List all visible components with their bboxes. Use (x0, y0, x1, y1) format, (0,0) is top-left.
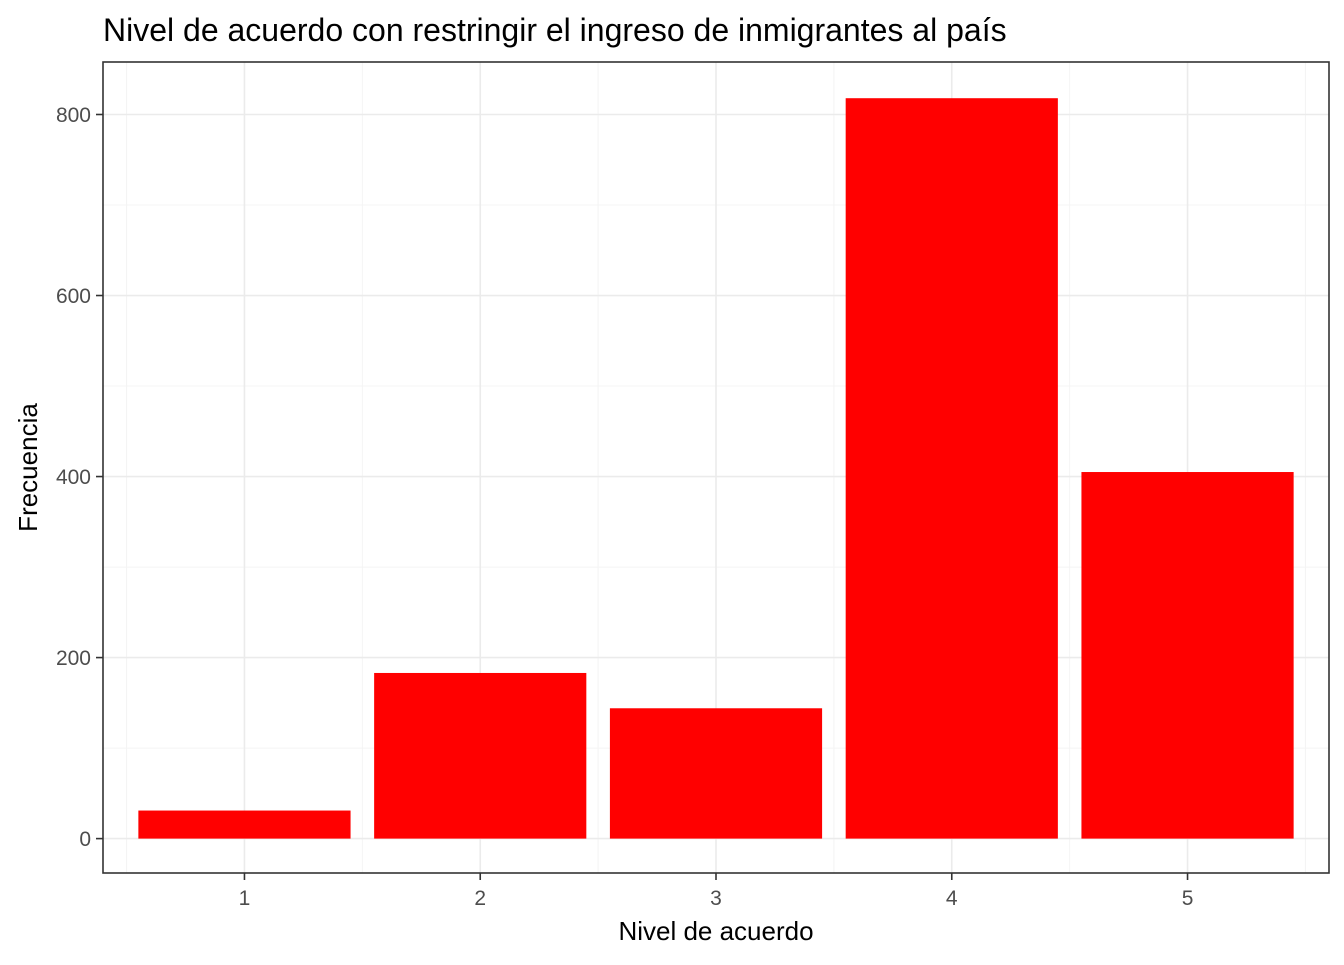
y-tick-label: 200 (56, 647, 91, 670)
bars (138, 98, 1294, 839)
x-axis-title: Nivel de acuerdo (618, 916, 813, 946)
bar-3 (609, 708, 823, 839)
x-tick-label: 2 (474, 887, 486, 910)
x-axis: 1 2 3 4 5 (239, 873, 1194, 910)
x-tick-label: 4 (946, 887, 958, 910)
chart-title: Nivel de acuerdo con restringir el ingre… (103, 12, 1007, 48)
y-tick-label: 800 (56, 104, 91, 127)
bar-5 (1081, 472, 1294, 839)
y-axis-title: Frecuencia (13, 403, 43, 532)
bar-2 (374, 672, 587, 839)
x-tick-label: 3 (710, 887, 722, 910)
y-tick-label: 0 (79, 828, 91, 851)
plot-panel (102, 61, 1330, 874)
x-tick-label: 1 (239, 887, 251, 910)
y-tick-label: 400 (56, 466, 91, 489)
y-tick-label: 600 (56, 285, 91, 308)
bar-1 (138, 810, 351, 839)
bar-4 (845, 98, 1058, 839)
y-axis: 0 200 400 600 800 (56, 104, 103, 851)
x-tick-label: 5 (1182, 887, 1194, 910)
